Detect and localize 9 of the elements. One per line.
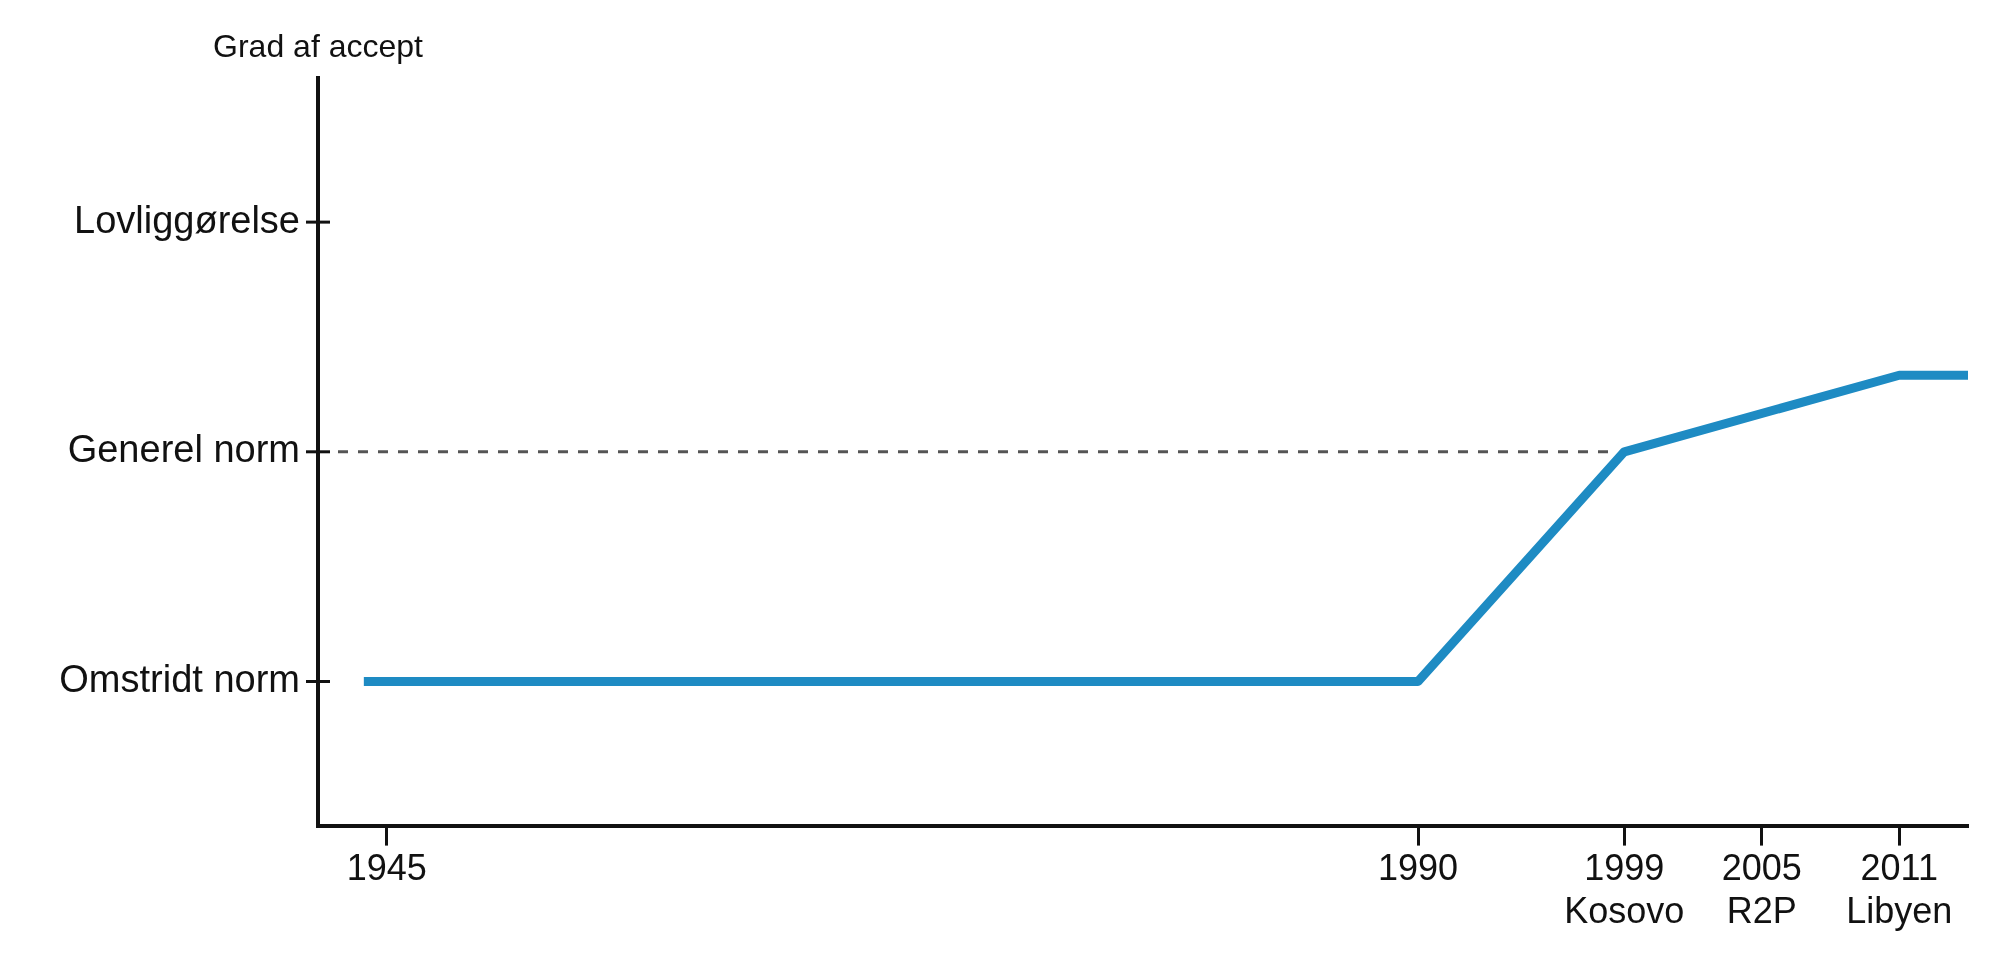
x-tick-label: 1999 Kosovo xyxy=(1564,847,1685,932)
text: Generel norm xyxy=(67,428,300,471)
x-tick-label: 1990 xyxy=(1377,847,1459,889)
x-tick-label: 1945 xyxy=(346,847,427,889)
x-tick-label: 2005 R2P xyxy=(1721,847,1802,932)
text: Lovliggørelse xyxy=(74,198,300,241)
text: Grad af accept xyxy=(213,27,424,64)
text: Omstridt norm xyxy=(59,657,300,700)
x-tick-label: 2011 Libyen xyxy=(1846,847,1953,932)
